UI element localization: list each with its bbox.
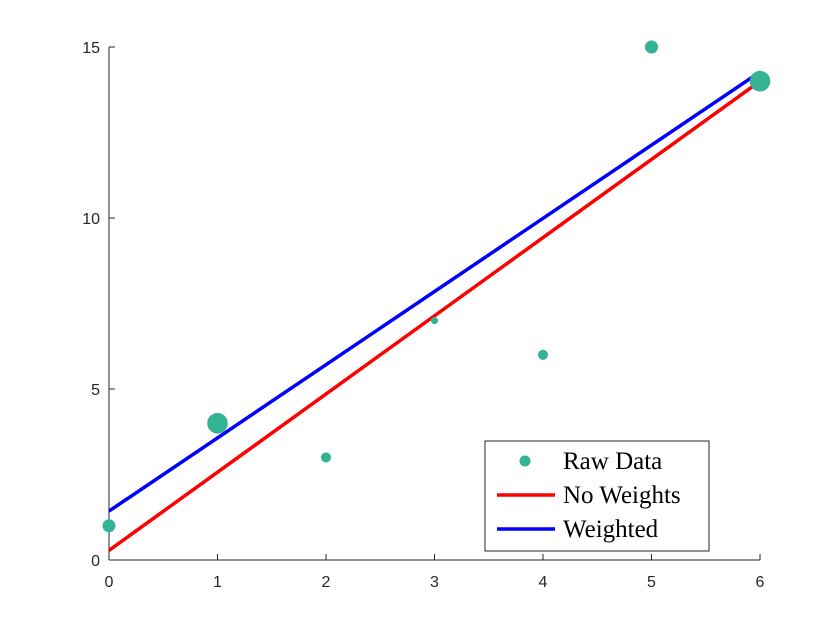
x-tick-label: 3 xyxy=(430,574,439,591)
data-point xyxy=(207,412,228,434)
y-tick-label: 15 xyxy=(82,40,100,57)
legend-marker-raw-data xyxy=(519,455,531,467)
data-point xyxy=(644,40,659,54)
x-tick-label: 1 xyxy=(213,574,222,591)
y-tick-label: 0 xyxy=(91,553,100,570)
fit-lines xyxy=(107,70,762,552)
legend: Raw Data No Weights Weighted xyxy=(484,440,710,552)
legend-label-no-weights: No Weights xyxy=(563,482,681,509)
x-tick-label: 5 xyxy=(647,574,656,591)
legend-label-weighted: Weighted xyxy=(563,516,659,543)
x-tick-label: 6 xyxy=(756,574,765,591)
x-tick-label: 4 xyxy=(539,574,548,591)
data-point xyxy=(537,349,549,360)
legend-label-raw-data: Raw Data xyxy=(563,448,662,475)
no-weights-fit-line xyxy=(107,79,762,552)
axes: 0 1 2 3 4 5 6 0 5 10 15 xyxy=(82,40,764,591)
data-point xyxy=(320,452,332,463)
y-tick-label: 10 xyxy=(82,211,100,228)
weighted-fit-line xyxy=(108,70,761,513)
y-tick-label: 5 xyxy=(91,382,100,399)
data-points xyxy=(102,40,771,533)
data-point xyxy=(430,317,439,325)
data-point xyxy=(749,70,771,92)
x-tick-label: 2 xyxy=(322,574,331,591)
data-point xyxy=(102,519,116,533)
x-tick-label: 0 xyxy=(105,574,114,591)
